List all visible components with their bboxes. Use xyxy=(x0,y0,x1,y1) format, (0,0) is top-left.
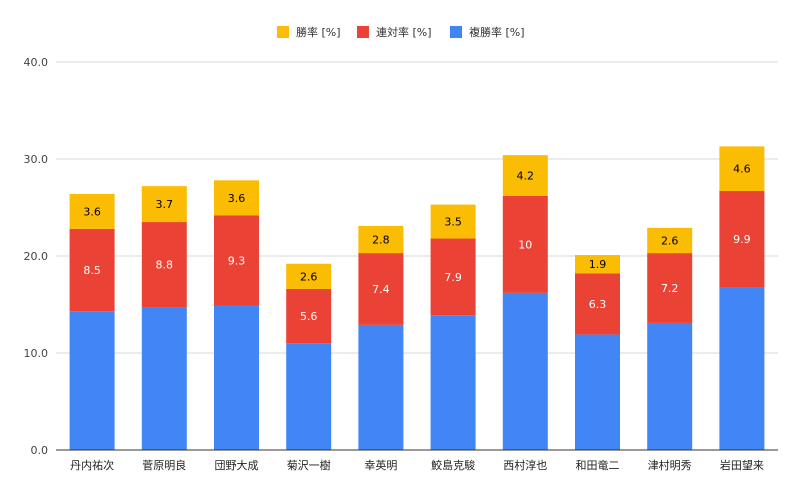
legend-label: 連対率 [%] xyxy=(376,25,432,39)
bars: 8.5 3.6 8.8 3.7 9.3 3.6 5.6 2.6 7.4 2.8 7.9 3.5 10 4.… xyxy=(56,146,778,451)
x-tick-label: 津村明秀 xyxy=(648,458,692,472)
bar-segment xyxy=(69,193,115,229)
bar-segment xyxy=(647,322,693,450)
data-label: 7.4 xyxy=(372,283,390,296)
data-label: 3.5 xyxy=(444,216,462,229)
bar-segment xyxy=(647,253,693,323)
bar-segment xyxy=(719,146,765,192)
bar-segment xyxy=(647,227,693,254)
bar-segment xyxy=(214,215,259,306)
y-tick-label: 30.0 xyxy=(24,153,49,166)
x-tick-label: 幸英明 xyxy=(364,458,397,472)
bar-segment xyxy=(358,225,404,254)
bar-segment xyxy=(719,287,765,450)
bar-segment xyxy=(430,315,476,450)
bar-segment xyxy=(69,311,115,450)
legend-swatch xyxy=(450,26,462,38)
y-tick-label: 0.0 xyxy=(31,444,49,457)
bar-segment xyxy=(575,334,620,450)
bar-segment xyxy=(214,180,259,216)
y-tick-label: 10.0 xyxy=(24,347,49,360)
data-label: 5.6 xyxy=(300,310,318,323)
bar-segment xyxy=(286,288,332,344)
bar-segment xyxy=(502,195,548,293)
bar-segment xyxy=(358,253,404,325)
data-label: 6.3 xyxy=(589,298,607,311)
bar-segment xyxy=(69,228,115,312)
bar-segment xyxy=(719,191,765,288)
x-tick-label: 菅原明良 xyxy=(142,458,186,472)
x-tick-label: 団野大成 xyxy=(215,458,259,472)
bar-segment xyxy=(286,343,332,450)
data-label: 7.9 xyxy=(444,271,462,284)
x-tick-label: 西村淳也 xyxy=(503,458,547,472)
y-tick-label: 20.0 xyxy=(24,250,49,263)
x-tick-label: 和田竜二 xyxy=(576,458,620,472)
y-tick-label: 40.0 xyxy=(24,56,49,69)
bar-segment xyxy=(502,155,548,196)
data-label: 3.6 xyxy=(228,192,246,205)
data-label: 3.6 xyxy=(83,205,101,218)
bar-segment xyxy=(141,307,187,450)
x-tick-label: 菊沢一樹 xyxy=(287,458,331,472)
legend-swatch xyxy=(357,26,369,38)
data-label: 7.2 xyxy=(661,282,679,295)
bar-segment xyxy=(502,292,548,450)
x-tick-label: 鮫島克駿 xyxy=(431,458,475,472)
data-label: 10 xyxy=(518,238,532,251)
x-tick-label: 丹内祐次 xyxy=(70,458,114,472)
data-label: 8.8 xyxy=(156,259,174,272)
data-label: 2.8 xyxy=(372,234,390,247)
data-label: 2.6 xyxy=(661,234,679,247)
legend: 勝率 [%] 連対率 [%] 複勝率 [%] xyxy=(277,25,525,39)
data-label: 9.3 xyxy=(228,254,246,267)
data-label: 3.7 xyxy=(156,198,174,211)
bar-segment xyxy=(575,273,620,335)
data-label: 2.6 xyxy=(300,270,318,283)
bar-segment xyxy=(214,305,259,450)
bar-segment xyxy=(575,255,620,274)
legend-swatch xyxy=(277,26,289,38)
bar-segment xyxy=(286,263,332,289)
x-tick-label: 岩田望来 xyxy=(720,458,764,472)
bar-segment xyxy=(358,324,404,450)
bar-segment xyxy=(430,204,476,239)
legend-label: 勝率 [%] xyxy=(296,25,341,39)
data-label: 4.2 xyxy=(517,169,535,182)
legend-label: 複勝率 [%] xyxy=(469,25,525,39)
bar-segment xyxy=(430,238,476,316)
data-label: 4.6 xyxy=(733,163,751,176)
x-axis-labels: 丹内祐次 菅原明良 団野大成 菊沢一樹 幸英明 鮫島克駿 西村淳也 和田竜二 津村明秀 岩田望来 xyxy=(70,458,764,472)
data-label: 9.9 xyxy=(733,233,751,246)
data-label: 8.5 xyxy=(83,264,101,277)
data-label: 1.9 xyxy=(589,258,607,271)
bar-segment xyxy=(141,222,187,308)
bar-segment xyxy=(141,186,187,223)
